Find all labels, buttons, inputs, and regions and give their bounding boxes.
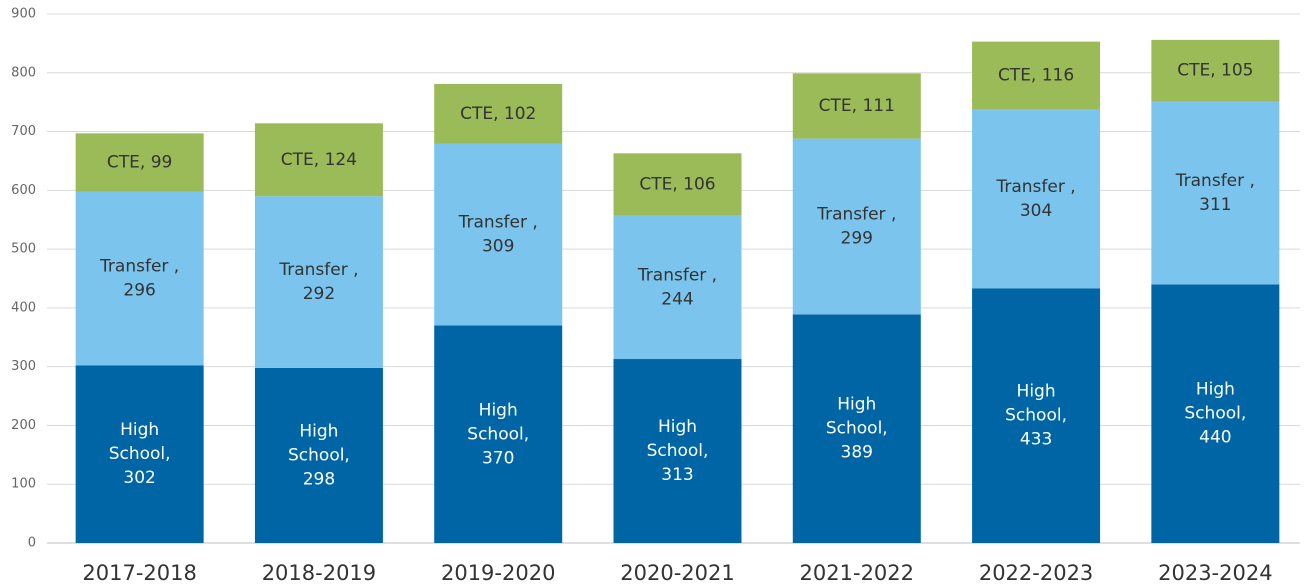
data-label: CTE, 99 <box>107 152 172 172</box>
data-label: Transfer , 292 <box>278 260 358 304</box>
data-label: CTE, 105 <box>1177 61 1253 81</box>
x-tick-label: 2021-2022 <box>800 561 914 585</box>
y-tick-label: 800 <box>11 65 36 80</box>
bar-segment <box>972 288 1101 543</box>
y-tick-label: 600 <box>11 183 36 198</box>
x-tick-label: 2017-2018 <box>82 561 196 585</box>
y-tick-label: 100 <box>11 477 36 492</box>
bar-segment <box>254 123 383 197</box>
data-label: High School, 313 <box>647 417 709 485</box>
bar-segment <box>792 314 921 543</box>
bar-segment <box>1151 39 1280 102</box>
bar-segment <box>254 367 383 543</box>
data-label: High School, 370 <box>467 400 529 468</box>
y-tick-label: 0 <box>28 536 36 551</box>
bar-segment <box>972 109 1101 289</box>
bar-segment <box>75 365 204 543</box>
y-tick-label: 300 <box>11 359 36 374</box>
bar-segment <box>1151 284 1280 543</box>
data-label: High School, 298 <box>288 421 350 489</box>
bar-segment <box>613 215 742 360</box>
bar-segment <box>972 41 1101 110</box>
data-label: High School, 302 <box>109 420 171 488</box>
data-label: CTE, 116 <box>998 66 1074 86</box>
data-label: Transfer , 311 <box>1175 171 1255 215</box>
y-tick-label: 400 <box>11 300 36 315</box>
x-tick-label: 2018-2019 <box>262 561 376 585</box>
x-tick-label: 2023-2024 <box>1158 561 1272 585</box>
bar-segment <box>254 196 383 368</box>
data-label: CTE, 124 <box>281 150 357 170</box>
x-tick-label: 2020-2021 <box>620 561 734 585</box>
bar-segment <box>792 73 921 139</box>
data-label: Transfer , 296 <box>99 257 179 301</box>
y-tick-label: 700 <box>11 124 36 139</box>
bar-segment <box>434 325 563 543</box>
data-label: High School, 433 <box>1005 382 1067 450</box>
bar-segment <box>75 133 204 192</box>
data-label: CTE, 111 <box>819 96 895 116</box>
data-label: Transfer , 304 <box>995 177 1075 221</box>
data-label: CTE, 106 <box>639 174 715 194</box>
bar-segment <box>75 191 204 366</box>
data-label: Transfer , 299 <box>816 204 896 248</box>
y-tick-label: 500 <box>11 242 36 257</box>
x-tick-label: 2019-2020 <box>441 561 555 585</box>
x-tick-label: 2022-2023 <box>979 561 1093 585</box>
data-label: High School, 440 <box>1184 380 1246 448</box>
data-label: CTE, 102 <box>460 104 536 124</box>
data-label: Transfer , 309 <box>458 213 538 257</box>
y-tick-label: 900 <box>11 7 36 22</box>
bar-segment <box>613 359 742 543</box>
y-tick-label: 200 <box>11 418 36 433</box>
data-label: Transfer , 244 <box>637 265 717 309</box>
bar-segment <box>1151 101 1280 285</box>
data-label: High School, 389 <box>826 395 888 463</box>
bar-segment <box>434 143 563 326</box>
bar-segment <box>434 83 563 144</box>
bar-segment <box>613 153 742 216</box>
bar-segment <box>792 138 921 315</box>
